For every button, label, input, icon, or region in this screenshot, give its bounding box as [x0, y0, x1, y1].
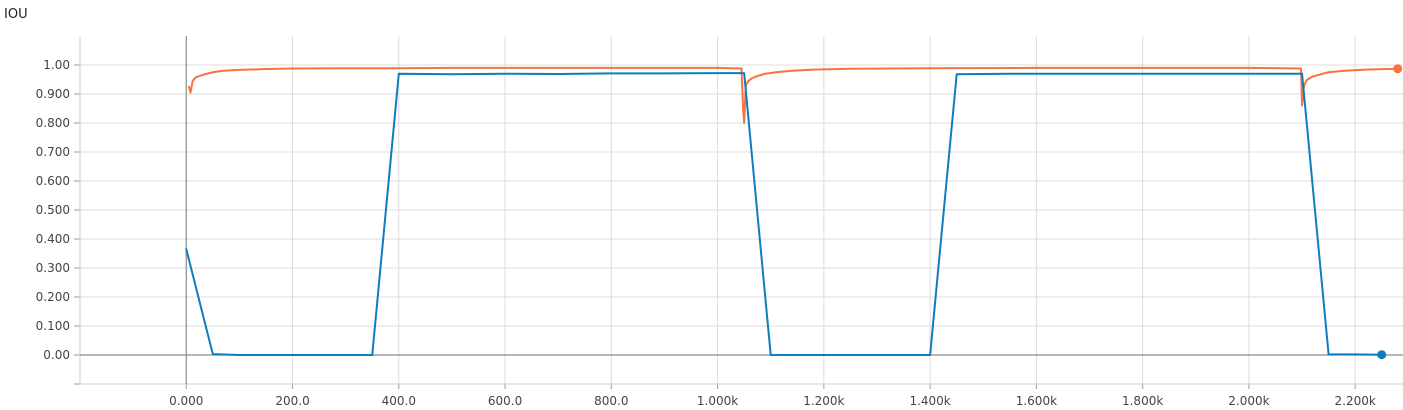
x-tick-label: 800.0 [594, 394, 628, 408]
series-line-1 [185, 72, 1383, 356]
grid [74, 36, 1403, 389]
series-end-marker-0 [1393, 64, 1403, 74]
y-tick-label: 1.00 [43, 58, 70, 72]
x-tick-label: 2.000k [1228, 394, 1269, 408]
x-tick-label: 1.800k [1122, 394, 1163, 408]
x-tick-label: 200.0 [275, 394, 309, 408]
y-tick-label: 0.400 [36, 232, 70, 246]
x-tick-label: 600.0 [488, 394, 522, 408]
x-tick-label: 1.200k [803, 394, 844, 408]
x-tick-label: 1.600k [1016, 394, 1057, 408]
series-end-marker-1 [1377, 350, 1387, 360]
y-tick-label: 0.600 [36, 174, 70, 188]
x-tick-label: 2.200k [1335, 394, 1376, 408]
x-tick-label: 1.000k [697, 394, 738, 408]
x-tick-label: 400.0 [382, 394, 416, 408]
y-tick-label: 0.900 [36, 87, 70, 101]
y-tick-label: 0.200 [36, 290, 70, 304]
chart-title: IOU [4, 7, 28, 22]
y-tick-label: 0.300 [36, 261, 70, 275]
series-lines [185, 64, 1403, 360]
y-tick-label: 0.700 [36, 145, 70, 159]
x-tick-label: 0.000 [169, 394, 203, 408]
y-tick-label: 0.100 [36, 319, 70, 333]
series-line-0 [187, 66, 1399, 124]
y-tick-label: 0.00 [43, 348, 70, 362]
x-tick-label: 1.400k [909, 394, 950, 408]
y-tick-label: 0.500 [36, 203, 70, 217]
tick-labels: 0.00 0.100 0.200 0.300 0.400 0.500 0.600 0.700 0… [36, 58, 1376, 408]
y-tick-label: 0.800 [36, 116, 70, 130]
